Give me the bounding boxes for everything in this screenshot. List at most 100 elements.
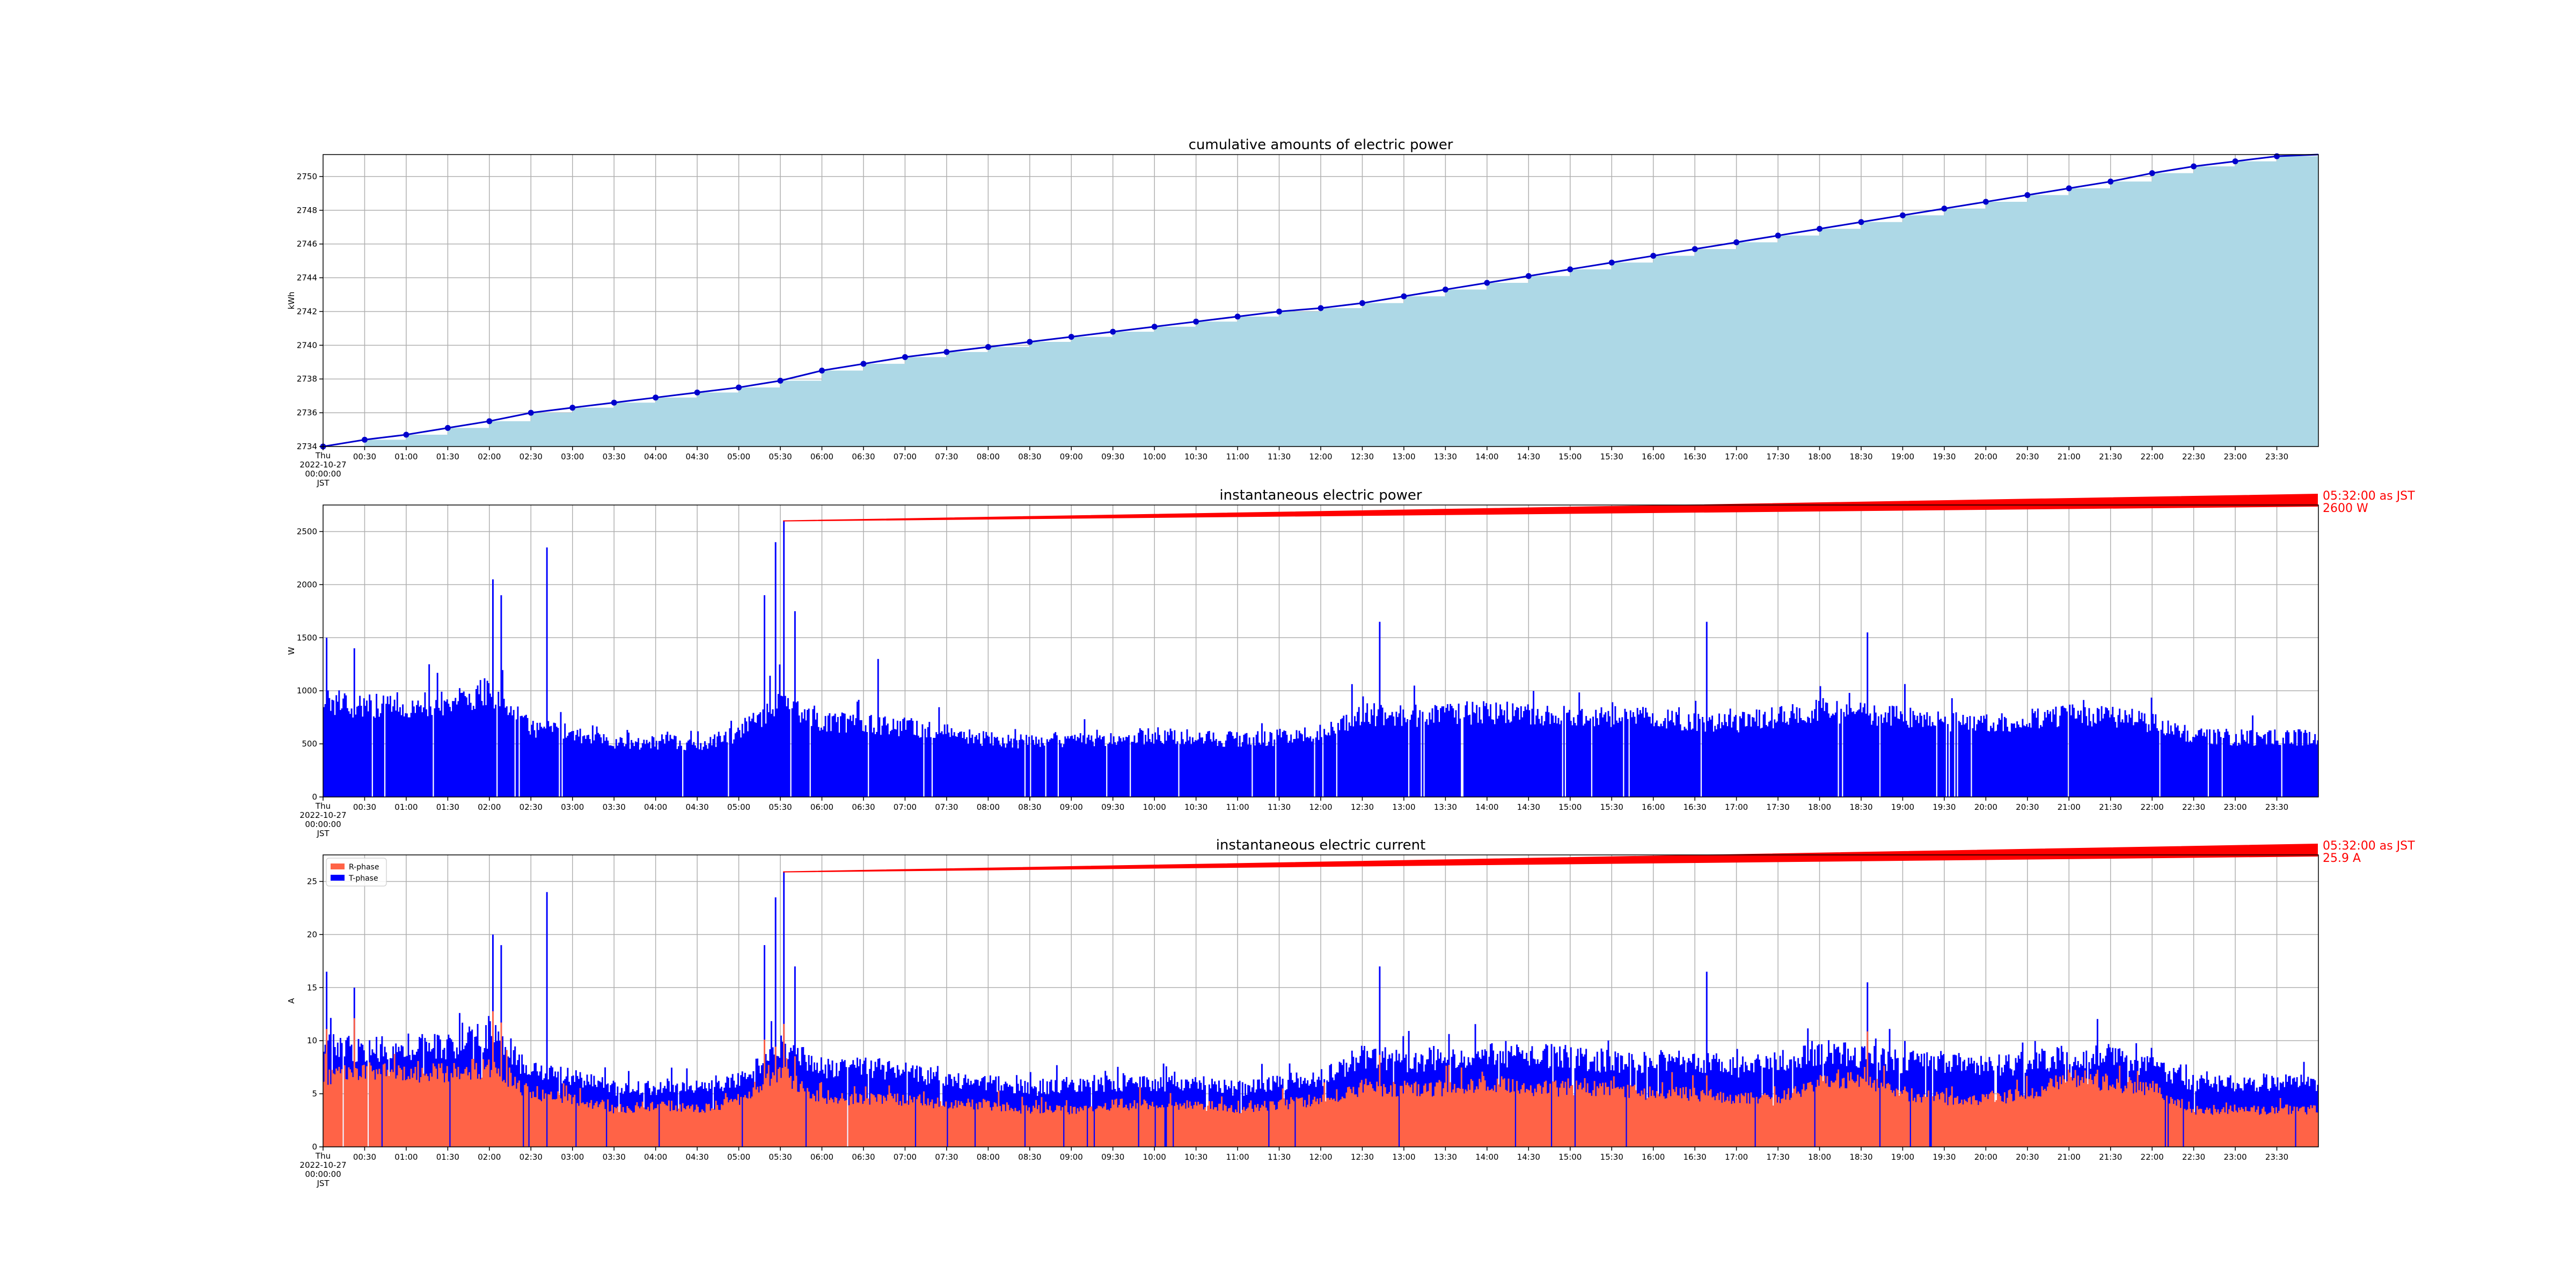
x-tick-label: 00:30 (353, 452, 376, 462)
x-tick-label: 07:00 (894, 452, 917, 462)
x-tick-label: 06:30 (852, 802, 875, 812)
data-point (2066, 185, 2072, 192)
grid (323, 855, 2318, 1147)
x-tick-label: 14:30 (1517, 452, 1540, 462)
x-tick-label: 07:00 (894, 1152, 917, 1162)
x-tick-label: 06:00 (810, 802, 833, 812)
x-tick-label: 10:30 (1184, 452, 1208, 462)
data-point (943, 349, 950, 355)
y-tick-label: 2742 (297, 306, 317, 316)
x-tick-label: 20:30 (2016, 802, 2039, 812)
data-point (860, 361, 867, 367)
x-tick-label: 09:30 (1101, 1152, 1124, 1162)
x-tick-label: 17:30 (1766, 1152, 1789, 1162)
data-point (1401, 293, 1407, 299)
y-tick-label: 1000 (297, 686, 317, 696)
bars (323, 1011, 2319, 1147)
y-axis: 0 5 10 15 20 25 A (287, 876, 323, 1152)
x-tick-label: 22:00 (2141, 802, 2164, 812)
x-tick-label: 15:30 (1600, 1152, 1623, 1162)
x-tick-label: 10:00 (1143, 802, 1166, 812)
x-tick-label: 19:30 (1933, 452, 1956, 462)
x-tick-label: 15:00 (1558, 452, 1582, 462)
x-tick-label: 09:00 (1060, 802, 1083, 812)
x-tick-label: 12:30 (1351, 452, 1374, 462)
x-tick-label: 21:00 (2058, 802, 2081, 812)
x-tick-label: 04:00 (644, 1152, 667, 1162)
x-tick-label: 01:30 (436, 802, 459, 812)
x-tick-label: 11:00 (1226, 452, 1249, 462)
data-point (569, 405, 576, 411)
x-tick-label: 01:30 (436, 1152, 459, 1162)
x-tick-label: 06:30 (852, 1152, 875, 1162)
x-tick-label: 07:30 (935, 452, 958, 462)
data-point (1733, 239, 1740, 246)
y-tick-label: 0 (312, 1142, 317, 1152)
x-tick-label: 06:30 (852, 452, 875, 462)
x-tick-label: 09:00 (1060, 452, 1083, 462)
x-tick-label: 11:30 (1268, 452, 1291, 462)
x-tick-label: 13:00 (1392, 802, 1415, 812)
x-tick-label: 01:00 (394, 1152, 418, 1162)
data-point (2232, 158, 2238, 165)
x-tick-label: 16:00 (1642, 802, 1665, 812)
x-tick-label: 11:30 (1268, 802, 1291, 812)
x-tick-label: 14:30 (1517, 802, 1540, 812)
x-tick-label: 23:00 (2223, 1152, 2246, 1162)
x-tick-label: 16:30 (1684, 802, 1707, 812)
x-tick-label: 21:00 (2058, 452, 2081, 462)
data-point (2149, 170, 2155, 177)
y-tick-label: 15 (307, 983, 317, 992)
x-tick-label: 09:00 (1060, 1152, 1083, 1162)
x-tick-label: 13:30 (1434, 802, 1457, 812)
x-tick-label: 18:30 (1849, 1152, 1872, 1162)
x-tick-label: 07:00 (894, 802, 917, 812)
x-tick-label: 03:30 (603, 802, 626, 812)
data-point (403, 431, 409, 438)
x-tick-label: 09:30 (1101, 802, 1124, 812)
x-tick-label: 13:30 (1434, 1152, 1457, 1162)
x-tick-label: 14:30 (1517, 1152, 1540, 1162)
y-axis-label: kWh (287, 291, 296, 309)
data-point (1567, 266, 1574, 273)
y-axis: 2734 2736 2738 2740 2742 2744 2746 2748 2750 kWh (287, 172, 323, 451)
y-axis: 0 500 1000 1500 2000 2500 W (287, 526, 323, 802)
x-tick-label: 20:00 (1974, 452, 1997, 462)
x-tick-label: 16:30 (1684, 452, 1707, 462)
x-start-label: 00:00:00 (305, 469, 341, 479)
x-tick-label: 10:30 (1184, 802, 1208, 812)
y-tick-label: 2500 (297, 526, 317, 536)
x-tick-label: 07:30 (935, 802, 958, 812)
x-tick-label: 22:30 (2182, 802, 2205, 812)
y-tick-label: 1500 (297, 633, 317, 642)
y-tick-label: 2748 (297, 206, 317, 215)
data-point (528, 409, 534, 416)
data-point (694, 389, 700, 396)
data-point (1650, 253, 1657, 259)
data-point (2024, 192, 2031, 198)
x-start-label: JST (316, 829, 330, 838)
y-tick-label: 5 (312, 1089, 317, 1099)
x-tick-label: 11:00 (1226, 802, 1249, 812)
x-tick-label: 05:00 (727, 452, 750, 462)
x-tick-label: 23:30 (2265, 1152, 2288, 1162)
data-point (1442, 287, 1448, 293)
x-tick-label: 22:00 (2141, 452, 2164, 462)
data-point (444, 425, 451, 431)
y-tick-label: 10 (307, 1036, 317, 1045)
x-tick-label: 09:30 (1101, 452, 1124, 462)
y-tick-label: 20 (307, 930, 317, 939)
x-tick-label: 17:30 (1766, 452, 1789, 462)
y-tick-label: 2740 (297, 340, 317, 350)
x-tick-label: 08:00 (977, 452, 1000, 462)
x-tick-label: 18:30 (1849, 452, 1872, 462)
annotation-arrow (783, 843, 2318, 873)
x-tick-label: 15:00 (1558, 1152, 1582, 1162)
x-tick-label: 17:00 (1725, 452, 1748, 462)
x-tick-label: 03:30 (603, 452, 626, 462)
y-axis-label: A (287, 998, 296, 1004)
